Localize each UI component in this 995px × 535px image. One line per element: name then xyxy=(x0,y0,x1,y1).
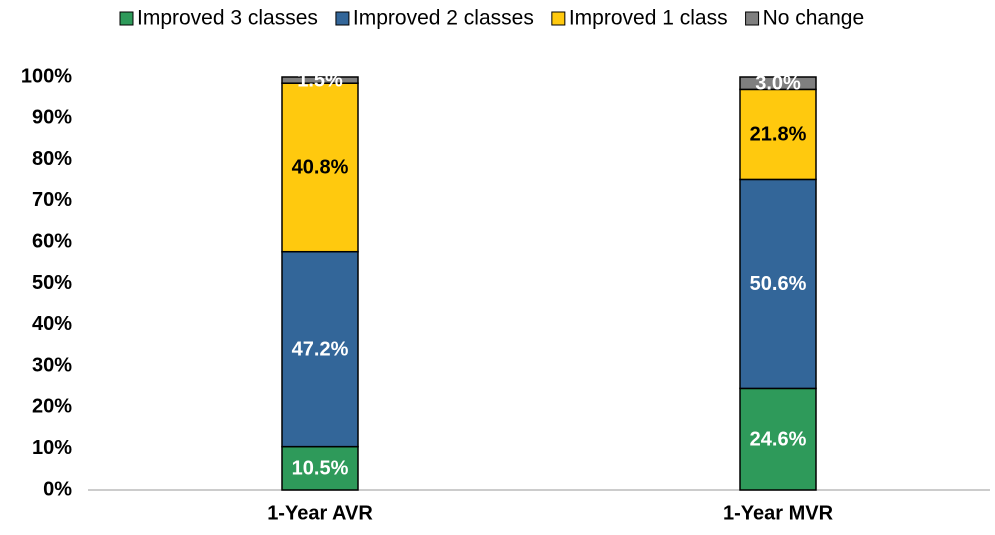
legend-label: No change xyxy=(763,7,865,30)
x-tick-label: 1-Year MVR xyxy=(723,502,834,524)
y-tick-label: 20% xyxy=(32,396,72,418)
legend-swatch xyxy=(335,11,350,26)
y-tick-label: 50% xyxy=(32,272,72,294)
bar-segment xyxy=(739,76,817,91)
bar-segment xyxy=(281,76,359,84)
value-label: 50.6% xyxy=(750,273,807,295)
y-tick-label: 40% xyxy=(32,313,72,335)
bar-segment xyxy=(739,178,817,390)
value-label: 24.6% xyxy=(750,428,807,450)
value-label: 3.0% xyxy=(755,72,801,94)
value-label: 40.8% xyxy=(292,157,349,179)
value-label: 47.2% xyxy=(292,338,349,360)
y-tick-label: 70% xyxy=(32,189,72,211)
legend-label: Improved 2 classes xyxy=(353,7,534,30)
legend-swatch xyxy=(745,11,760,26)
y-tick-label: 80% xyxy=(32,148,72,170)
value-label: 1.5% xyxy=(297,69,343,91)
legend-label: Improved 1 class xyxy=(569,7,728,30)
value-label: 10.5% xyxy=(292,458,349,480)
bar-segment xyxy=(281,445,359,491)
value-label: 21.8% xyxy=(750,124,807,146)
legend-label: Improved 3 classes xyxy=(137,7,318,30)
bar-segment xyxy=(739,88,817,181)
bar-segment xyxy=(281,250,359,448)
y-tick-label: 60% xyxy=(32,230,72,252)
y-tick-label: 10% xyxy=(32,437,72,459)
bar-segment xyxy=(739,387,817,491)
y-tick-label: 30% xyxy=(32,354,72,376)
legend-swatch xyxy=(119,11,134,26)
y-tick-label: 0% xyxy=(43,478,72,500)
y-tick-label: 90% xyxy=(32,107,72,129)
y-tick-label: 100% xyxy=(21,65,72,87)
x-tick-label: 1-Year AVR xyxy=(267,502,373,524)
legend-swatch xyxy=(551,11,566,26)
